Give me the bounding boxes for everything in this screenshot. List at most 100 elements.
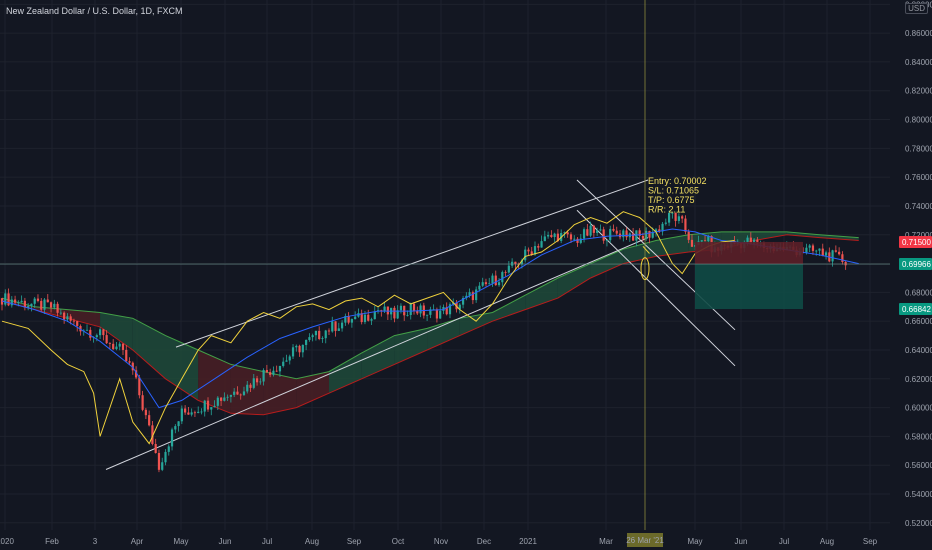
candle-body [193,412,197,414]
candle-body [324,330,327,339]
candle-body [318,330,321,340]
candle-body [10,299,13,306]
candle-body [278,365,282,372]
time-tick-label: Oct [392,537,405,546]
candle-body [664,222,667,224]
price-tick-label: 0.62000 [905,375,932,384]
candle-body [249,384,252,388]
candle-body [426,314,429,316]
cloud-segment [198,349,231,414]
chikou-line [1,211,735,445]
candle-body [635,230,638,241]
candle-body [233,391,236,395]
candle-body [177,421,180,427]
channel-upper-line [175,179,649,348]
candle-body [550,235,553,238]
candle-body [301,344,304,353]
candle-body [262,369,265,382]
candle-body [4,293,7,305]
candle-body [125,349,128,362]
candle-body [305,339,308,345]
candle-body [370,319,373,321]
candle-body [501,272,504,283]
candle-body [396,310,399,319]
candle-body [406,314,409,316]
candle-body [66,316,69,320]
candle-body [72,320,76,322]
candle-body [236,391,239,395]
candle-body [615,230,618,234]
candle-body [504,272,507,273]
candle-body [269,372,272,375]
time-tick-label: Sep [863,537,878,546]
currency-label[interactable]: USD [905,3,928,14]
cloud-segment [34,306,68,319]
candle-body [298,345,301,353]
take-profit-zone [695,264,803,310]
price-tick-label: 0.78000 [905,144,932,153]
time-tick-label: Mar [599,537,613,546]
time-axis-bg [0,530,932,550]
candle-body [252,378,255,388]
time-tick-label: Jul [779,537,789,546]
time-axis: 2020 Feb 3 Apr May Jun Jul Aug Sep Oct Nov Dec 2021 M… [0,530,932,550]
candle-body [20,300,23,303]
candle-body [582,229,586,239]
time-tick-label: Feb [45,537,59,546]
candle-body [844,261,847,266]
candle-body [344,316,347,323]
candle-body [373,311,376,320]
candle-body [681,216,684,219]
candle-body [831,250,834,262]
trade-annotation-rr: R/R: 2.11 [648,205,685,215]
candle-body [841,254,844,262]
candle-body [556,233,559,241]
candle-body [448,304,452,315]
candle-body [661,223,664,232]
candle-body [645,230,648,239]
highlight-tick [642,245,650,254]
candle-body [53,303,56,308]
candle-body [674,212,677,221]
candle-body [527,249,530,252]
candle-body [112,343,115,350]
candle-body [108,343,112,344]
price-tick-label: 0.68000 [905,288,932,297]
time-tick-label: Jun [735,537,748,546]
candle-body [246,384,249,392]
candle-body [687,231,690,240]
candle-body [63,312,66,320]
price-tick-label: 0.84000 [905,58,932,67]
candle-body [586,229,589,236]
cloud-segment [819,234,859,241]
candle-body [658,229,661,232]
time-tick-label: Sep [347,537,362,546]
candle-body [180,408,183,422]
candle-body [210,407,213,410]
cloud-segment [525,277,558,310]
candle-body [154,443,157,454]
candle-body [131,362,134,371]
candle-body [23,300,26,308]
kijun-line [1,228,859,409]
candle-body [690,239,694,247]
candle-body [259,381,262,383]
candle-body [465,295,468,299]
time-tick-label: 2020 [0,537,14,546]
cloud-segment [590,249,624,278]
candle-body [435,309,439,319]
entry-price-label: 0.69966 [902,260,931,269]
candle-body [242,391,246,395]
candle-body [85,329,89,331]
candle-body [115,346,118,350]
candle-body [537,246,540,248]
candle-body [386,306,389,315]
candle-body [429,309,432,315]
candle-body [223,397,226,401]
candle-body [255,378,259,383]
candle-body [190,412,193,415]
channel-lower-line [105,237,649,470]
candle-body [187,412,190,415]
candle-body [671,212,674,214]
